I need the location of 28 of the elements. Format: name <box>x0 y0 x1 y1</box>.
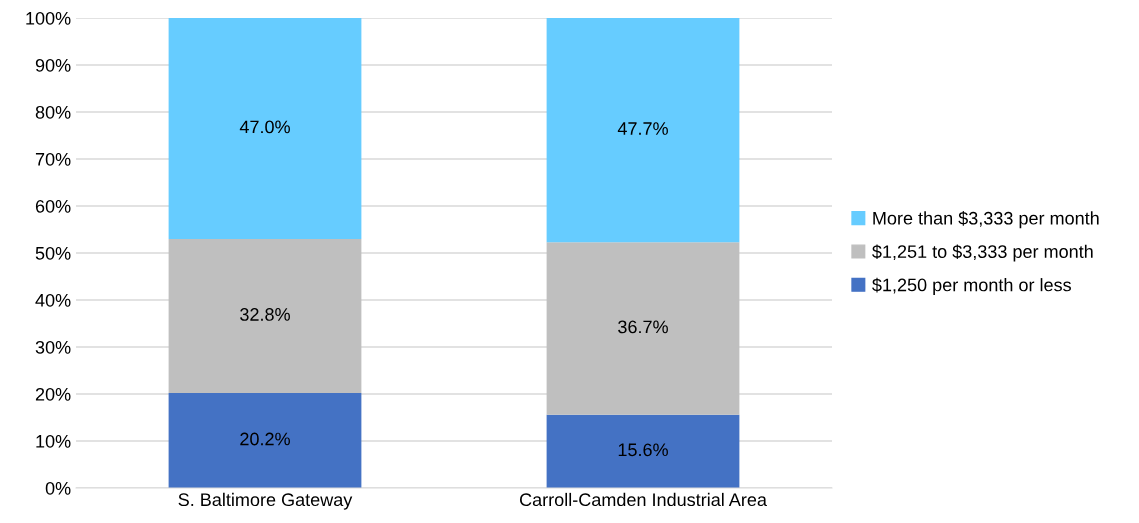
bar <box>168 238 362 394</box>
data-label: 15.6% <box>618 443 668 457</box>
legend-label: More than $3,333 per month <box>873 211 1099 229</box>
bar <box>546 242 740 415</box>
y-tick-label: 70% <box>35 152 71 166</box>
legend-label: $1,251 to $3,333 per month <box>872 244 1093 262</box>
x-tick-label: Carroll-Camden Industrial Area <box>519 492 767 507</box>
y-tick-label: 40% <box>35 293 71 307</box>
y-tick-label: 0% <box>45 481 71 495</box>
y-tick-label: 80% <box>35 105 71 119</box>
y-tick-label: 60% <box>35 199 71 213</box>
y-tick-label: 10% <box>36 434 71 448</box>
data-label: 47.7% <box>617 122 668 135</box>
data-label: 32.8% <box>240 308 290 321</box>
x-tick-label: S. Baltimore Gateway <box>178 492 353 510</box>
y-tick-label: 30% <box>35 340 71 354</box>
y-tick-label: 20% <box>35 387 71 401</box>
data-label: 47.0% <box>239 120 290 134</box>
data-label: 20.2% <box>240 432 290 446</box>
y-tick-label: 50% <box>35 246 71 260</box>
bar <box>546 414 740 488</box>
bar <box>168 18 362 239</box>
y-tick-label: 100% <box>26 11 71 25</box>
legend-label: $1,250 per month or less <box>872 277 1071 295</box>
data-label: 36.7% <box>618 320 668 334</box>
bar <box>168 393 362 488</box>
bar <box>546 18 740 243</box>
y-tick-label: 90% <box>35 58 71 72</box>
